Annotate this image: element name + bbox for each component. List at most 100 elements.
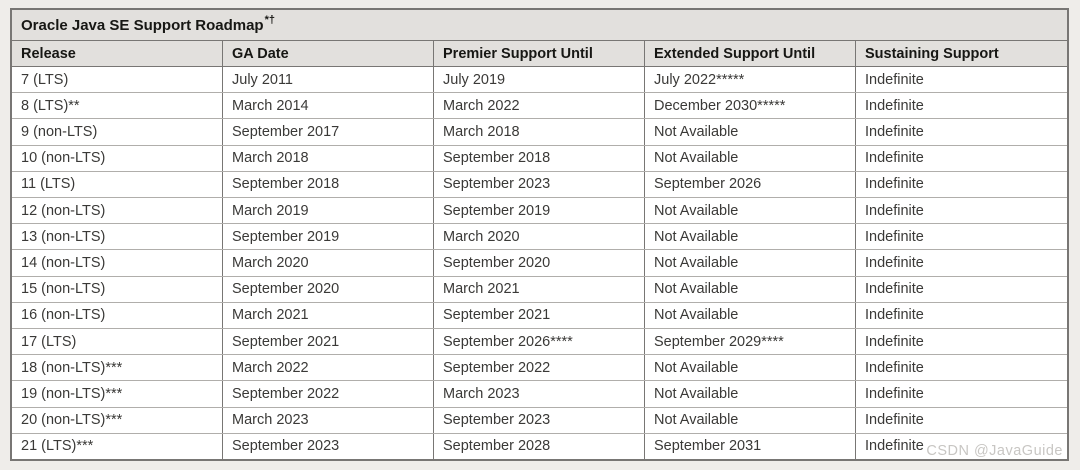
table-cell: 14 (non-LTS) [12,250,223,276]
table-cell: 11 (LTS) [12,171,223,198]
table-cell: Indefinite [865,307,924,324]
table-title-footnote-marks: *† [264,14,275,26]
table-cell: Not Available [645,381,856,407]
table-title: Oracle Java SE Support Roadmap [21,16,264,34]
table-cell: March 2021 [434,276,645,302]
table-cell: September 2017 [223,119,434,145]
table-cell: September 2029**** [645,329,856,355]
table-cell: March 2023 [434,381,645,407]
table-cell: September 2020 [223,276,434,302]
table-row: 21 (LTS)*** September 2023 September 2028 S… [12,433,1067,460]
table-cell: March 2022 [223,355,434,381]
table-cell: July 2019 [434,67,645,93]
table-row: 14 (non-LTS) March 2020 September 2020 Not … [12,250,1067,277]
table-cell: September 2026**** [434,329,645,355]
table-cell: July 2022***** [645,67,856,93]
table-row: 13 (non-LTS) September 2019 March 2020 Not … [12,224,1067,251]
table-row: 9 (non-LTS) September 2017 March 2018 Not A… [12,119,1067,146]
table-cell: March 2019 [223,198,434,224]
table-cell: September 2023 [223,433,434,460]
table-cell: 19 (non-LTS)*** [12,381,223,407]
column-header: Premier Support Until [434,41,645,66]
table-cell: September 2021 [434,302,645,329]
table-cell: 15 (non-LTS) [12,276,223,302]
table-cell: September 2018 [223,171,434,198]
table-cell: Indefinite [865,412,924,429]
table-cell: March 2020 [223,250,434,276]
table-cell: Indefinite [865,150,924,167]
table-body: 7 (LTS) July 2011 July 2019 July 2022***** I… [12,67,1067,460]
table-cell: 10 (non-LTS) [12,145,223,171]
table-cell: Not Available [645,119,856,145]
table-cell: Not Available [645,224,856,250]
table-row: 16 (non-LTS) March 2021 September 2021 Not … [12,302,1067,330]
column-header: Release [12,41,223,66]
table-cell: 16 (non-LTS) [12,302,223,329]
table-cell: March 2022 [434,93,645,119]
table-cell: 7 (LTS) [12,67,223,93]
table-cell: July 2011 [223,67,434,93]
table-cell: Indefinite [865,359,924,376]
watermark: CSDN @JavaGuide [926,443,1063,459]
table-row: 17 (LTS) September 2021 September 2026****… [12,329,1067,356]
table-row: 7 (LTS) July 2011 July 2019 July 2022***** I… [12,67,1067,94]
table-cell: September 2019 [223,224,434,250]
table-cell: Indefinite [865,333,924,350]
table-cell: December 2030***** [645,93,856,119]
table-cell: Not Available [645,145,856,171]
table-cell: September 2020 [434,250,645,276]
table-row: 10 (non-LTS) March 2018 September 2018 Not … [12,145,1067,172]
table-cell: 17 (LTS) [12,329,223,355]
table-cell: September 2023 [434,171,645,198]
table-cell: September 2019 [434,198,645,224]
table-row: 19 (non-LTS)*** September 2022 March 2023 N… [12,381,1067,408]
table-cell: 8 (LTS)** [12,93,223,119]
table-row: 11 (LTS) September 2018 September 2023 Sept… [12,171,1067,199]
table-cell: September 2031 [645,433,856,460]
column-header: GA Date [223,41,434,66]
table-cell: 21 (LTS)*** [12,433,223,460]
table-row: 18 (non-LTS)*** March 2022 September 2022 N… [12,355,1067,382]
table-cell: September 2018 [434,145,645,171]
table-cell: Indefinite [865,386,924,403]
table-header-row: Release GA Date Premier Support Until Exten… [12,41,1067,67]
table-cell: September 2022 [434,355,645,381]
table-cell: Not Available [645,276,856,302]
table-cell: 12 (non-LTS) [12,198,223,224]
table-cell: 9 (non-LTS) [12,119,223,145]
table-cell: September 2026 [645,171,856,198]
table-cell: March 2018 [434,119,645,145]
table-cell: September 2023 [434,407,645,433]
table-cell: September 2028 [434,433,645,460]
table-cell: Indefinite [865,71,924,88]
table-cell: 18 (non-LTS)*** [12,355,223,381]
table-cell: Indefinite [865,281,924,298]
table-row: 20 (non-LTS)*** March 2023 September 2023 N… [12,407,1067,434]
table-cell: Indefinite [865,176,924,193]
table-cell: Not Available [645,250,856,276]
table-cell: March 2018 [223,145,434,171]
table-row: 15 (non-LTS) September 2020 March 2021 Not … [12,276,1067,303]
table-cell: Indefinite [865,202,924,219]
column-header: Sustaining Support [865,45,999,62]
table-cell: September 2022 [223,381,434,407]
table-cell: Indefinite [865,97,924,114]
table-cell: Not Available [645,198,856,224]
table-cell: Indefinite [865,228,924,245]
support-roadmap-table: Oracle Java SE Support Roadmap *† Release… [10,8,1069,461]
table-cell: Indefinite [865,438,924,455]
table-cell: March 2014 [223,93,434,119]
table-cell: 13 (non-LTS) [12,224,223,250]
table-cell: March 2020 [434,224,645,250]
table-cell: 20 (non-LTS)*** [12,407,223,433]
table-cell: March 2021 [223,302,434,329]
table-cell: Not Available [645,302,856,329]
table-cell: Indefinite [865,255,924,272]
table-cell: Not Available [645,407,856,433]
table-cell: Not Available [645,355,856,381]
table-row: 12 (non-LTS) March 2019 September 2019 Not … [12,198,1067,225]
column-header: Extended Support Until [645,41,856,66]
table-cell: March 2023 [223,407,434,433]
table-cell: Indefinite [865,124,924,140]
